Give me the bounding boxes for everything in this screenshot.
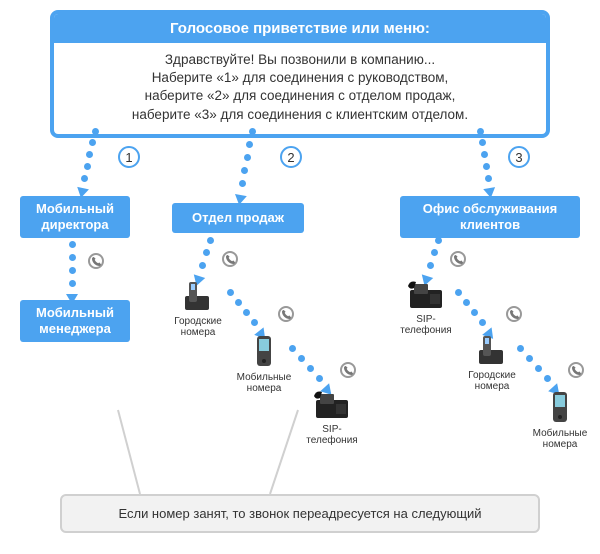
phone-icon bbox=[506, 306, 522, 322]
phone-icon bbox=[278, 306, 294, 322]
greeting-box: Голосовое приветствие или меню: Здравств… bbox=[50, 10, 550, 138]
greeting-line: наберите «3» для соединения с клиентским… bbox=[62, 106, 538, 124]
phone-icon bbox=[222, 251, 238, 267]
greeting-line: наберите «2» для соединения с отделом пр… bbox=[62, 87, 538, 105]
option-2-circle: 2 bbox=[280, 146, 302, 168]
greeting-line: Здравствуйте! Вы позвонили в компанию... bbox=[62, 51, 538, 69]
endpoint-b3-0: SIP-телефония bbox=[394, 280, 458, 336]
endpoint-b2-0: Городские номера bbox=[166, 280, 230, 338]
footer-note: Если номер занят, то звонок переадресует… bbox=[60, 494, 540, 533]
greeting-line: Наберите «1» для соединения с руководств… bbox=[62, 69, 538, 87]
phone-icon bbox=[88, 253, 104, 269]
branch-2-box: Отдел продаж bbox=[172, 203, 304, 233]
mobile-phone-icon bbox=[251, 334, 277, 370]
phone-icon bbox=[340, 362, 356, 378]
cordless-phone-icon bbox=[179, 280, 217, 314]
endpoint-b3-2: Мобильные номера bbox=[528, 390, 592, 450]
desk-phone-icon bbox=[406, 280, 446, 312]
phone-icon bbox=[568, 362, 584, 378]
branch-1-box: Мобильный директора bbox=[20, 196, 130, 238]
desk-phone-icon bbox=[312, 390, 352, 422]
branch-1-sub-box: Мобильный менеджера bbox=[20, 300, 130, 342]
option-3-circle: 3 bbox=[508, 146, 530, 168]
greeting-body: Здравствуйте! Вы позвонили в компанию...… bbox=[54, 43, 546, 134]
endpoint-b3-1: Городские номера bbox=[460, 334, 524, 392]
mobile-phone-icon bbox=[547, 390, 573, 426]
endpoint-b2-2: SIP-телефония bbox=[300, 390, 364, 446]
option-1-circle: 1 bbox=[118, 146, 140, 168]
cordless-phone-icon bbox=[473, 334, 511, 368]
greeting-title: Голосовое приветствие или меню: bbox=[54, 14, 546, 43]
endpoint-b2-1: Мобильные номера bbox=[232, 334, 296, 394]
phone-icon bbox=[450, 251, 466, 267]
branch-3-box: Офис обслуживания клиентов bbox=[400, 196, 580, 238]
